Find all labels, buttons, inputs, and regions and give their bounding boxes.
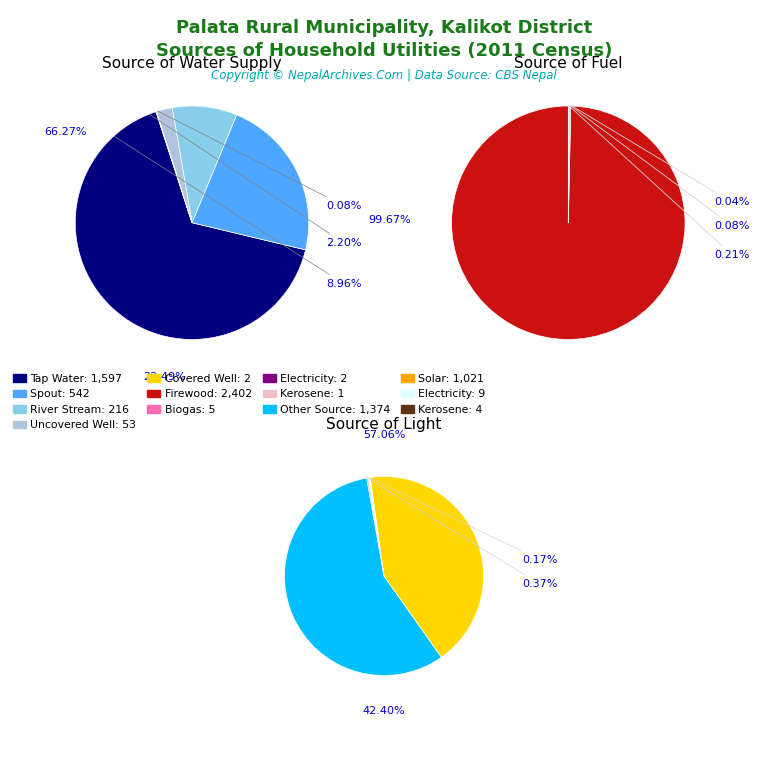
Text: 22.49%: 22.49% <box>144 372 186 382</box>
Title: Source of Light: Source of Light <box>326 418 442 432</box>
Wedge shape <box>368 478 384 576</box>
Text: 0.04%: 0.04% <box>571 105 750 207</box>
Text: 2.20%: 2.20% <box>149 114 362 248</box>
Text: 8.96%: 8.96% <box>114 136 362 289</box>
Wedge shape <box>452 106 685 339</box>
Text: 0.08%: 0.08% <box>570 105 750 230</box>
Text: 99.67%: 99.67% <box>368 215 411 225</box>
Wedge shape <box>192 115 309 250</box>
Wedge shape <box>172 106 237 223</box>
Title: Source of Fuel: Source of Fuel <box>514 57 623 71</box>
Legend: Tap Water: 1,597, Spout: 542, River Stream: 216, Uncovered Well: 53, Covered Wel: Tap Water: 1,597, Spout: 542, River Stre… <box>13 374 485 430</box>
Text: Palata Rural Municipality, Kalikot District: Palata Rural Municipality, Kalikot Distr… <box>176 19 592 37</box>
Text: 57.06%: 57.06% <box>362 430 406 440</box>
Title: Source of Water Supply: Source of Water Supply <box>102 57 282 71</box>
Text: 0.21%: 0.21% <box>568 105 750 260</box>
Wedge shape <box>284 478 442 676</box>
Wedge shape <box>568 106 569 223</box>
Text: Sources of Household Utilities (2011 Census): Sources of Household Utilities (2011 Cen… <box>156 42 612 60</box>
Wedge shape <box>156 111 192 223</box>
Text: 0.17%: 0.17% <box>369 477 558 564</box>
Text: 0.08%: 0.08% <box>157 111 362 210</box>
Text: 66.27%: 66.27% <box>45 127 87 137</box>
Text: 42.40%: 42.40% <box>362 707 406 717</box>
Wedge shape <box>568 106 571 223</box>
Wedge shape <box>157 108 192 223</box>
Text: 0.37%: 0.37% <box>366 478 558 589</box>
Text: Copyright © NepalArchives.Com | Data Source: CBS Nepal: Copyright © NepalArchives.Com | Data Sou… <box>211 69 557 82</box>
Wedge shape <box>366 478 384 576</box>
Wedge shape <box>370 476 484 657</box>
Wedge shape <box>75 111 306 339</box>
